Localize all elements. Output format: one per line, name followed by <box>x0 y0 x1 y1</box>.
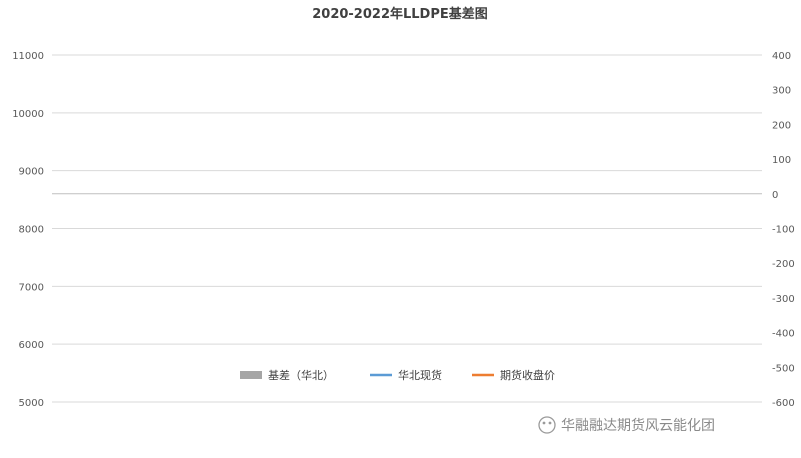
chart-title: 2020-2022年LLDPE基差图 <box>312 6 488 22</box>
y-right-tick-label: 200 <box>772 120 791 131</box>
legend: 基差（华北） 华北现货 期货收盘价 <box>240 368 555 382</box>
watermark-text: 华融融达期货风云能化团 <box>561 417 715 434</box>
gridline-group <box>52 54 762 403</box>
watermark-icon-dot <box>548 421 552 425</box>
y-right-tick-label: -500 <box>772 363 795 374</box>
y-left-tick-label: 10000 <box>12 109 44 120</box>
legend-label: 期货收盘价 <box>500 368 555 382</box>
y-right-tick-label: 400 <box>772 51 791 62</box>
watermark-icon <box>538 416 556 434</box>
y-right-tick-label: 100 <box>772 155 791 166</box>
y-left-tick-label: 6000 <box>19 340 44 351</box>
watermark: 华融融达期货风云能化团 <box>538 416 715 434</box>
y-right-tick-label: 300 <box>772 86 791 97</box>
y-right-tick-label: -300 <box>772 294 795 305</box>
y-right-tick-label: -600 <box>772 398 795 409</box>
legend-label: 基差（华北） <box>268 368 334 382</box>
y-left-tick-label: 8000 <box>19 225 44 236</box>
watermark-icon-dot <box>542 421 546 425</box>
left-axis-ticks: 5000 6000 7000 8000 9000 10000 11000 <box>12 51 44 409</box>
y-left-tick-label: 9000 <box>19 167 44 178</box>
legend-swatch-basis <box>240 371 262 379</box>
right-axis-ticks: -600 -500 -400 -300 -200 -100 0 100 200 300 400 <box>772 51 795 409</box>
y-left-tick-label: 7000 <box>19 282 44 293</box>
y-right-tick-label: -100 <box>772 225 795 236</box>
y-left-tick-label: 5000 <box>19 398 44 409</box>
y-right-tick-label: -400 <box>772 329 795 340</box>
y-left-tick-label: 11000 <box>12 51 44 62</box>
y-right-tick-label: 0 <box>772 190 778 201</box>
legend-label: 华北现货 <box>398 368 442 382</box>
y-right-tick-label: -200 <box>772 259 795 270</box>
